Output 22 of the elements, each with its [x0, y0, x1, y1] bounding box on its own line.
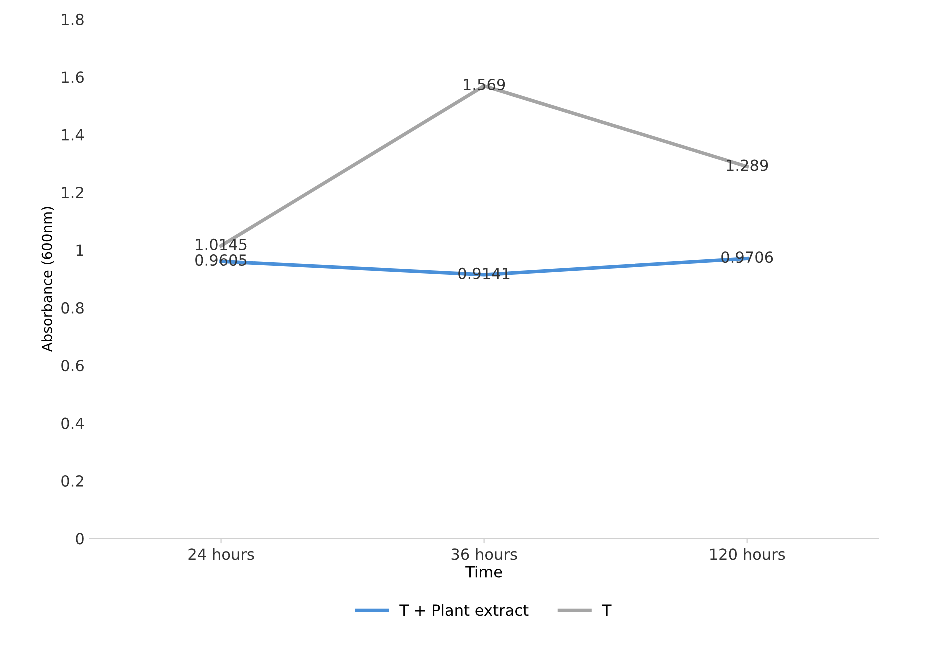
y-tick-label: 1.4: [62, 130, 84, 141]
y-tick-label: 0.8: [62, 302, 84, 314]
data-label: 1.289: [727, 160, 768, 172]
data-label: 0.9605: [196, 254, 247, 266]
y-tick-label: 0.6: [62, 360, 84, 372]
data-label: 1.569: [464, 78, 506, 91]
legend-label: T + Plant extract: [400, 604, 529, 616]
y-tick-label: 1.8: [62, 14, 84, 26]
x-axis-title: Time: [466, 566, 502, 578]
y-tick-label: 1: [76, 244, 84, 256]
data-label: 1.0145: [196, 238, 247, 250]
data-label: 0.9706: [722, 252, 774, 264]
x-tick-label: 24 hours: [188, 548, 254, 560]
legend-label: T: [602, 604, 612, 616]
y-tick-label: 0.4: [62, 418, 84, 430]
y-tick-label: 1.6: [62, 72, 84, 84]
y-tick-label: 1.2: [62, 187, 84, 198]
y-tick-label: 0: [76, 533, 84, 545]
x-tick-label: 120 hours: [710, 548, 786, 560]
x-tick-label: 36 hours: [452, 548, 518, 560]
y-tick-label: 0.2: [62, 475, 84, 488]
y-axis-title: Absorbance (600nm): [42, 207, 54, 352]
